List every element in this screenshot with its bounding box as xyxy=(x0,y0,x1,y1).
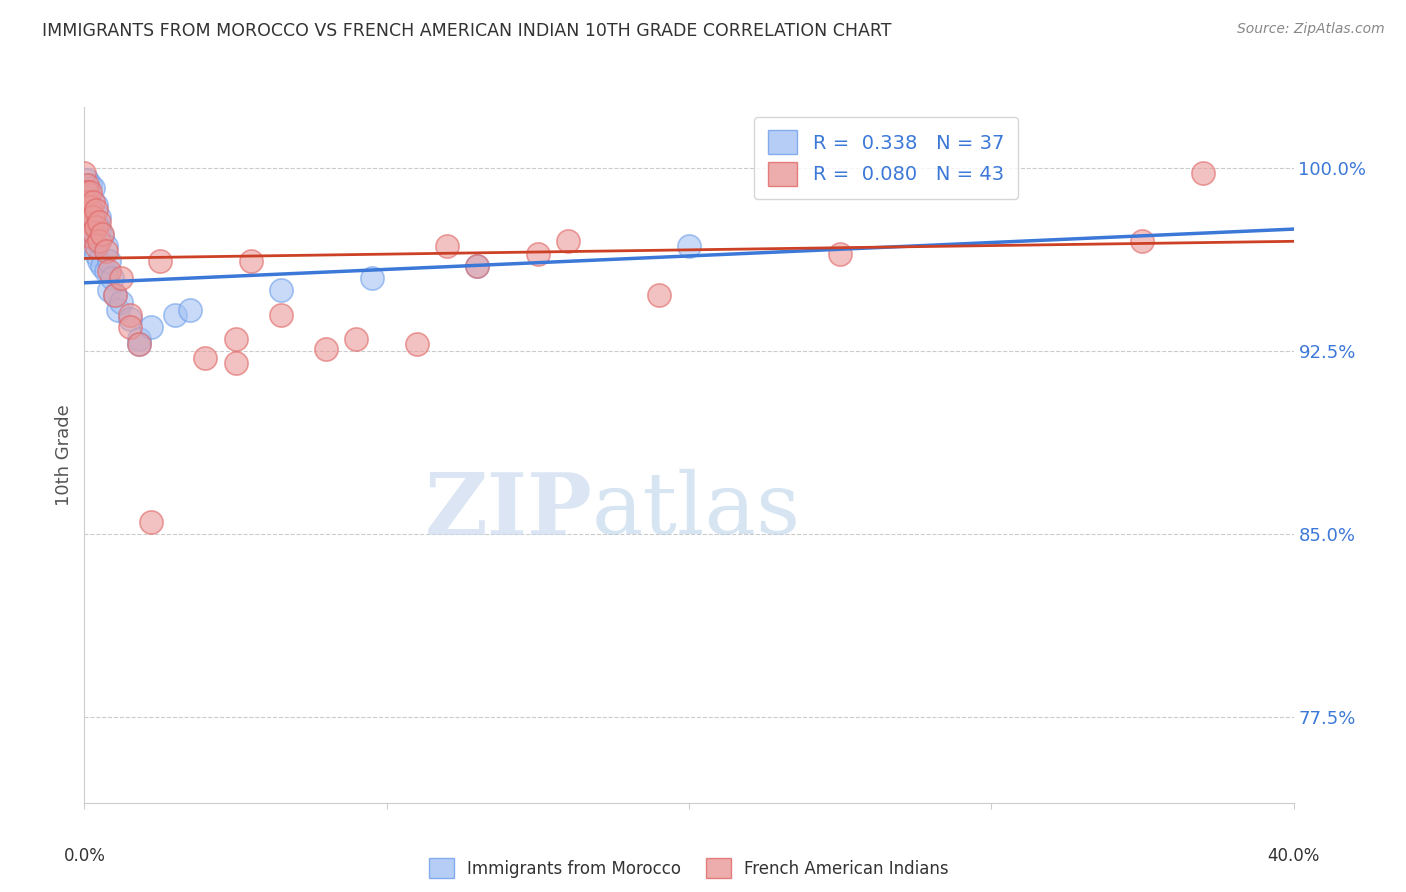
Point xyxy=(86,239,108,253)
Point xyxy=(467,259,489,273)
Point xyxy=(97,283,120,297)
Point xyxy=(73,186,96,200)
Point xyxy=(194,351,217,366)
Text: atlas: atlas xyxy=(592,469,801,552)
Point xyxy=(270,283,292,297)
Point xyxy=(360,271,382,285)
Point xyxy=(76,186,98,200)
Point xyxy=(79,229,101,244)
Point xyxy=(86,235,108,249)
Point xyxy=(128,332,150,346)
Point xyxy=(89,215,111,229)
Point xyxy=(128,336,150,351)
Point xyxy=(86,215,108,229)
Point xyxy=(86,219,108,234)
Point xyxy=(89,222,111,236)
Text: 0.0%: 0.0% xyxy=(63,847,105,864)
Point xyxy=(406,336,429,351)
Point xyxy=(97,263,120,277)
Point xyxy=(225,332,247,346)
Point xyxy=(82,210,104,224)
Point xyxy=(76,195,98,210)
Point xyxy=(76,205,98,219)
Point xyxy=(163,308,186,322)
Point xyxy=(86,202,108,217)
Point xyxy=(89,253,111,268)
Point xyxy=(557,235,579,249)
Point xyxy=(110,271,132,285)
Point xyxy=(86,246,108,260)
Point xyxy=(82,229,104,244)
Point xyxy=(91,229,114,244)
Point xyxy=(79,200,101,214)
Point xyxy=(76,178,98,193)
Point xyxy=(73,166,96,180)
Point xyxy=(436,239,458,253)
Point xyxy=(104,288,127,302)
Point xyxy=(128,336,150,351)
Point xyxy=(94,239,117,253)
Point xyxy=(100,271,122,285)
Point xyxy=(89,235,111,249)
Point xyxy=(82,180,104,194)
Point xyxy=(118,312,141,326)
Point xyxy=(91,259,114,273)
Point xyxy=(1130,235,1153,249)
Text: IMMIGRANTS FROM MOROCCO VS FRENCH AMERICAN INDIAN 10TH GRADE CORRELATION CHART: IMMIGRANTS FROM MOROCCO VS FRENCH AMERIC… xyxy=(42,22,891,40)
Point xyxy=(94,244,117,258)
Point xyxy=(678,239,700,253)
Point xyxy=(346,332,368,346)
Point xyxy=(1191,166,1213,180)
Point xyxy=(179,302,201,317)
Text: ZIP: ZIP xyxy=(425,468,592,552)
Point xyxy=(82,195,104,210)
Point xyxy=(830,246,852,260)
Y-axis label: 10th Grade: 10th Grade xyxy=(55,404,73,506)
Point xyxy=(91,227,114,241)
Point xyxy=(97,253,120,268)
Point xyxy=(94,263,117,277)
Legend: Immigrants from Morocco, French American Indians: Immigrants from Morocco, French American… xyxy=(422,851,956,885)
Point xyxy=(118,319,141,334)
Point xyxy=(79,215,101,229)
Point xyxy=(76,173,98,187)
Text: 40.0%: 40.0% xyxy=(1267,847,1320,864)
Point xyxy=(139,515,162,529)
Point xyxy=(89,210,111,224)
Point xyxy=(110,295,132,310)
Point xyxy=(82,239,104,253)
Text: Source: ZipAtlas.com: Source: ZipAtlas.com xyxy=(1237,22,1385,37)
Point xyxy=(107,302,129,317)
Point xyxy=(270,308,292,322)
Point xyxy=(79,186,101,200)
Point xyxy=(79,197,101,211)
Point xyxy=(118,308,141,322)
Point xyxy=(647,288,671,302)
Point xyxy=(82,210,104,224)
Point xyxy=(315,342,337,356)
Point xyxy=(79,178,101,193)
Point xyxy=(239,253,262,268)
Point xyxy=(79,215,101,229)
Point xyxy=(467,259,489,273)
Point xyxy=(104,288,127,302)
Point xyxy=(526,246,548,260)
Point xyxy=(225,356,247,370)
Point xyxy=(76,190,98,204)
Point xyxy=(82,225,104,239)
Point xyxy=(149,253,172,268)
Point xyxy=(86,197,108,211)
Point xyxy=(139,319,162,334)
